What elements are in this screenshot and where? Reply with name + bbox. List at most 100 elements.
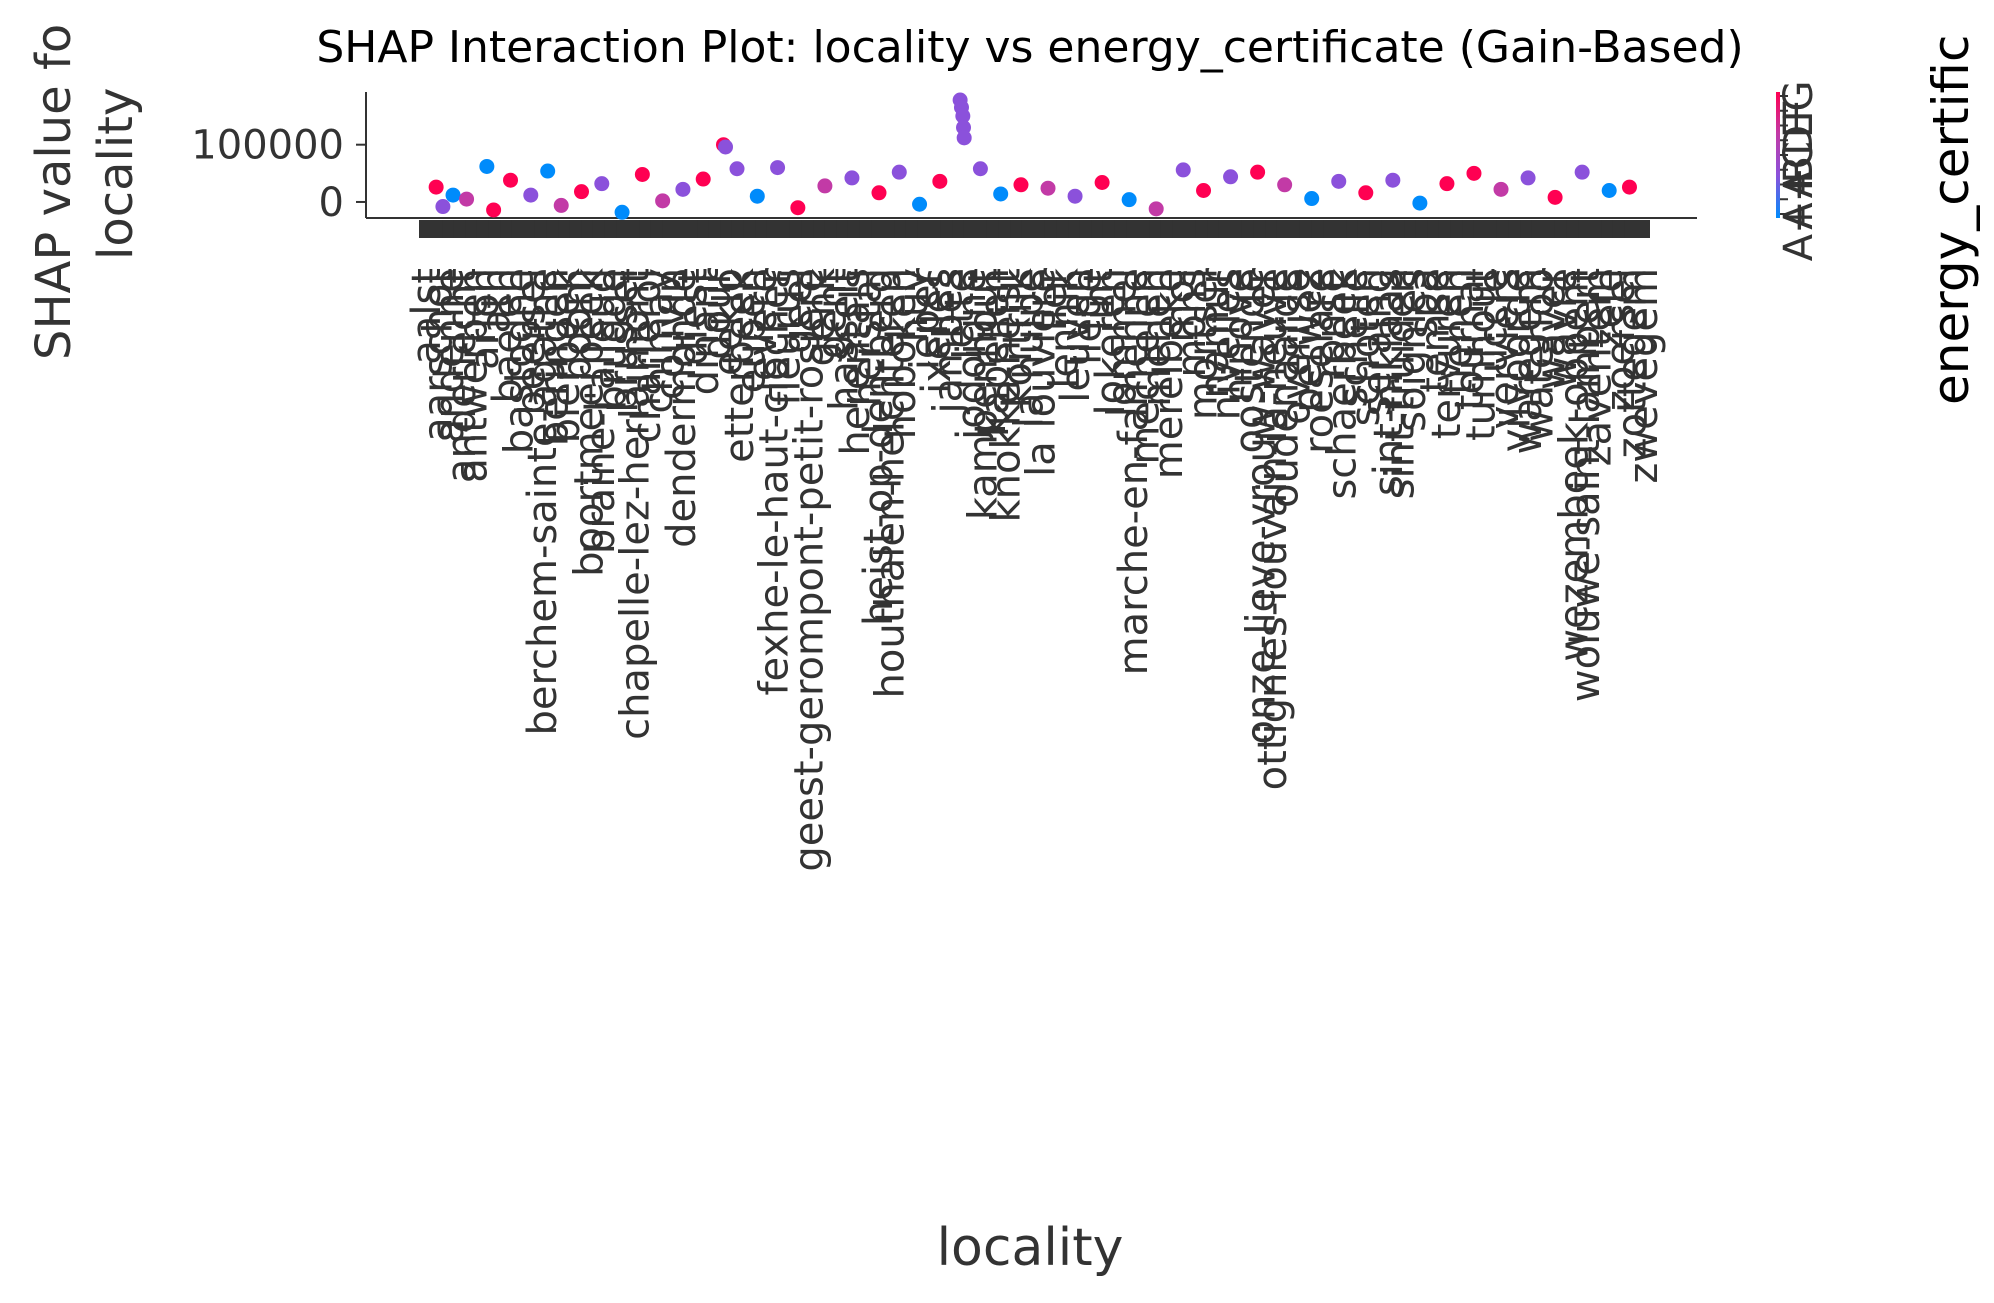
x-tick-label: ixelles [914, 268, 960, 394]
scatter-point [594, 176, 610, 192]
x-tick-mark [859, 220, 874, 238]
scatter-point [1493, 181, 1509, 197]
x-tick-label: zele [1586, 268, 1632, 349]
x-tick-mark [1079, 220, 1094, 238]
x-axis-label: locality [937, 1218, 1124, 1278]
x-tick-mark [1160, 220, 1175, 238]
x-tick-mark [847, 220, 862, 238]
x-tick-mark [1218, 220, 1233, 238]
scatter-point [1067, 188, 1083, 204]
scatter-point [1013, 177, 1029, 193]
x-tick-mark [1299, 220, 1314, 238]
x-tick-mark [1404, 220, 1419, 238]
x-tick-label: ronse [1308, 268, 1354, 379]
x-tick-mark [1450, 220, 1465, 238]
x-tick-mark [465, 220, 480, 238]
x-tick-label: ath [474, 268, 520, 334]
x-tick-label: lennik [1041, 267, 1087, 389]
scatter-point [718, 139, 734, 155]
x-tick-mark [500, 220, 515, 238]
colorbar-tick-label: F [1776, 99, 1822, 122]
x-tick-label: chapelle-lez-herlaimont [613, 268, 659, 740]
x-tick-label: aarschot [416, 268, 462, 442]
x-tick-label: tienen [1436, 268, 1482, 395]
x-tick-label: marche-en-famenne [1111, 268, 1157, 675]
x-tick-label: mortsel [1181, 268, 1227, 420]
x-tick-label: herstal [844, 268, 890, 407]
scatter-point [655, 193, 671, 209]
x-tick-mark [1276, 220, 1291, 238]
x-tick-mark [1323, 220, 1338, 238]
scatter-point [486, 202, 502, 218]
x-tick-mark [1183, 220, 1198, 238]
scatter-point [428, 179, 444, 195]
plot-area: 0 100000 [191, 92, 1697, 238]
x-tick-mark [789, 220, 804, 238]
x-tick-label: gent [810, 268, 856, 359]
x-tick-label: vilvoorde [1494, 268, 1540, 452]
x-tick-label: zoersel [1598, 268, 1644, 411]
x-tick-mark [523, 220, 538, 238]
x-tick-label: baelen [485, 268, 531, 404]
x-tick-label: nivelles [1204, 268, 1250, 420]
x-tick-label: zaventem [1575, 268, 1621, 466]
x-tick-mark [1427, 220, 1442, 238]
x-tick-mark [1056, 220, 1071, 238]
x-tick-mark [592, 220, 607, 238]
x-tick-mark [1241, 220, 1256, 238]
x-tick-mark [1531, 220, 1546, 238]
x-tick-mark [627, 220, 642, 238]
x-tick-mark [1207, 220, 1222, 238]
x-tick-label: verviers [1482, 268, 1528, 429]
x-tick-mark [488, 220, 503, 238]
x-tick-mark [940, 220, 955, 238]
colorbar-tick-label: G [1776, 81, 1822, 112]
x-tick-mark [1172, 220, 1187, 238]
x-tick-mark [871, 220, 886, 238]
scatter-point [1094, 174, 1110, 190]
x-tick-mark [917, 220, 932, 238]
x-tick-mark [1068, 220, 1083, 238]
x-tick-mark [1044, 220, 1059, 238]
x-tick-label: tournai [1447, 268, 1493, 410]
scatter-point [912, 196, 928, 212]
scatter-point [634, 166, 650, 182]
x-tick-mark [453, 220, 468, 238]
x-tick-mark [778, 220, 793, 238]
x-tick-mark [546, 220, 561, 238]
colorbar-tick-label: B [1776, 156, 1822, 183]
x-tick-label: fleurus [763, 268, 809, 406]
scatter-point [993, 186, 1009, 202]
scatter-point [1121, 192, 1137, 208]
x-tick-label: eeklo [705, 268, 751, 376]
x-tick-label: ninove [1215, 268, 1261, 403]
x-tick-label: jambes [926, 268, 972, 414]
x-tick-mark [1021, 220, 1036, 238]
x-tick-label: antwerpen [450, 268, 496, 483]
x-tick-label: lint [1076, 268, 1122, 331]
x-tick-label: houthalen-helchteren [868, 268, 914, 698]
x-tick-label: bierbeek [543, 267, 589, 443]
scatter-point [1040, 180, 1056, 196]
x-tick-mark [650, 220, 665, 238]
x-tick-label: lommel [1099, 268, 1145, 417]
x-tick-mark [1091, 220, 1106, 238]
scatter-point [790, 200, 806, 216]
x-tick-labels: aalstaarschotandenneanderlechtantwerpena… [404, 267, 1667, 871]
x-tick-label: charleroi [624, 268, 670, 443]
scatter-point [1223, 169, 1239, 185]
x-tick-mark [1102, 220, 1117, 238]
scatter-point [1277, 177, 1293, 193]
x-tick-label: roeselare [1296, 268, 1342, 454]
scatter-point [435, 199, 451, 215]
x-tick-label: chimay [636, 268, 682, 414]
x-tick-mark [1033, 220, 1048, 238]
x-tick-label: beringen [531, 268, 577, 446]
x-tick-label: arlon [462, 268, 508, 370]
x-tick-label: kampenhout [960, 268, 1006, 520]
x-tick-mark [836, 220, 851, 238]
scatter-point [503, 172, 519, 188]
scatter-point [614, 204, 630, 220]
y-tick-label: 0 [319, 180, 344, 226]
scatter-point [1466, 165, 1482, 181]
